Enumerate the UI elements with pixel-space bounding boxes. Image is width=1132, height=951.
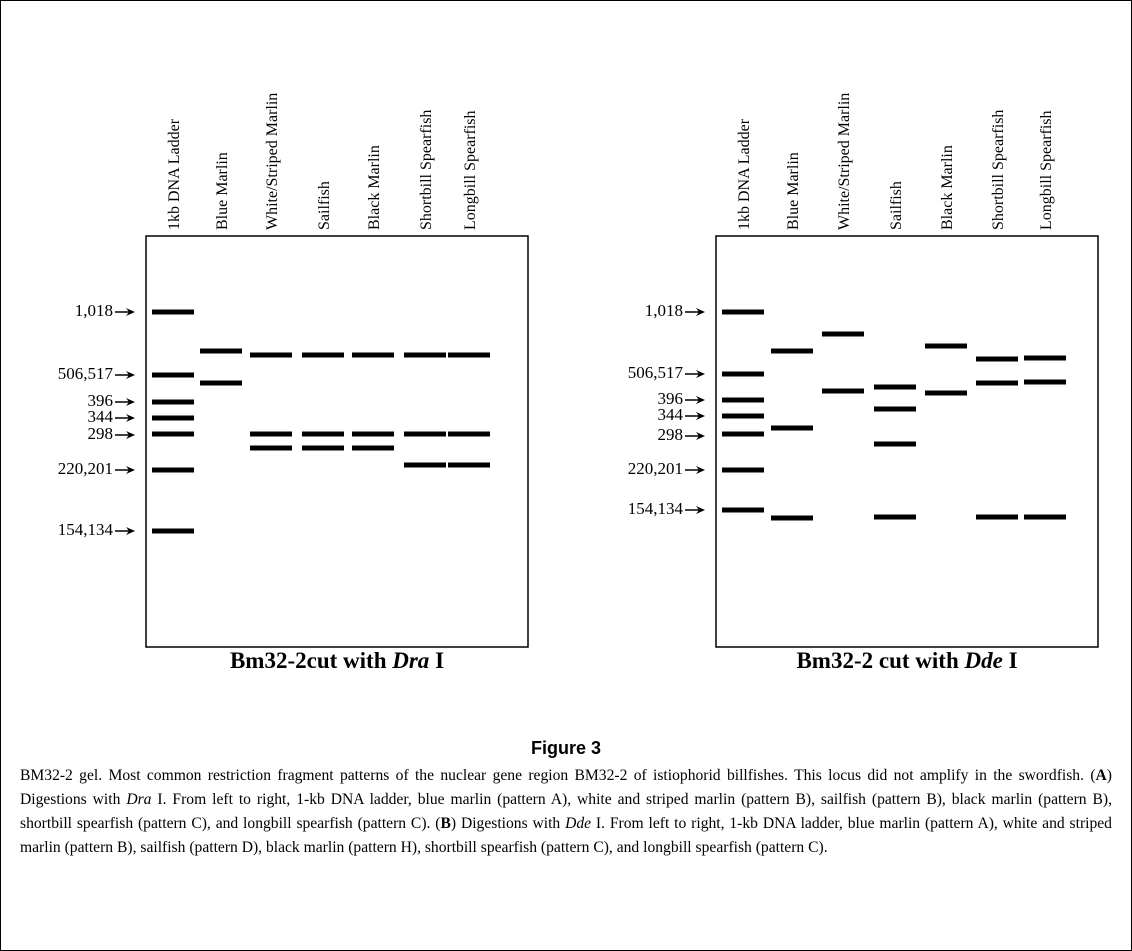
band: [352, 446, 394, 451]
marker-label: 154,134: [628, 499, 684, 518]
band: [448, 432, 490, 437]
band: [302, 446, 344, 451]
marker-label: 154,134: [58, 520, 114, 539]
band: [722, 310, 764, 315]
lane-label: Black Marlin: [366, 145, 383, 230]
title-part: Dde: [964, 648, 1003, 673]
band: [1024, 356, 1066, 361]
band: [925, 391, 967, 396]
caption-run: BM32-2 gel. Most common restriction frag…: [20, 767, 1096, 784]
band: [722, 414, 764, 419]
lane-label: Blue Marlin: [785, 152, 802, 230]
lane-label: White/Striped Marlin: [836, 93, 853, 230]
band: [874, 385, 916, 390]
title-part: Bm32-2 cut with: [796, 648, 964, 673]
lane-label: Blue Marlin: [214, 152, 231, 230]
lane-label: Sailfish: [888, 181, 905, 230]
band: [200, 349, 242, 354]
band: [352, 353, 394, 358]
band: [200, 381, 242, 386]
gels: Bm32-2cut with Dra I Bm32-2 cut with Dde…: [0, 0, 1132, 730]
band: [250, 353, 292, 358]
band: [152, 310, 194, 315]
caption-run: Dde: [565, 815, 591, 832]
marker-label: 298: [88, 424, 114, 443]
lane-label: Sailfish: [316, 181, 333, 230]
band: [874, 515, 916, 520]
band: [771, 426, 813, 431]
band: [976, 357, 1018, 362]
title-part: Bm32-2cut with: [230, 648, 392, 673]
marker-label: 1,018: [645, 301, 683, 320]
band: [822, 389, 864, 394]
band: [925, 344, 967, 349]
caption: BM32-2 gel. Most common restriction frag…: [20, 764, 1112, 860]
lane-label: Shortbill Spearfish: [418, 110, 435, 230]
caption-run: B: [440, 815, 450, 832]
band: [152, 529, 194, 534]
marker-label: 506,517: [58, 364, 114, 383]
gel-box: [146, 236, 528, 647]
band: [771, 516, 813, 521]
title-part: Dra: [391, 648, 429, 673]
title-part: I: [1003, 648, 1018, 673]
marker-label: 220,201: [58, 459, 113, 478]
band: [722, 398, 764, 403]
band: [302, 353, 344, 358]
lane-label: 1kb DNA Ladder: [166, 118, 183, 230]
lane-label: White/Striped Marlin: [264, 93, 281, 230]
marker-label: 1,018: [75, 301, 113, 320]
band: [404, 432, 446, 437]
gel-title: Bm32-2cut with Dra I: [230, 648, 444, 673]
marker-label: 506,517: [628, 363, 684, 382]
band: [250, 446, 292, 451]
caption-run: A: [1096, 767, 1107, 784]
band: [822, 332, 864, 337]
band: [722, 432, 764, 437]
lane-label: Black Marlin: [939, 145, 956, 230]
band: [152, 416, 194, 421]
lane-label: 1kb DNA Ladder: [736, 118, 753, 230]
marker-label: 344: [658, 405, 684, 424]
band: [722, 468, 764, 473]
band: [1024, 380, 1066, 385]
band: [1024, 515, 1066, 520]
band: [152, 373, 194, 378]
page: Bm32-2cut with Dra I Bm32-2 cut with Dde…: [0, 0, 1132, 951]
gel-title: Bm32-2 cut with Dde I: [796, 648, 1017, 673]
band: [976, 381, 1018, 386]
caption-run: Dra: [126, 791, 151, 808]
band: [874, 407, 916, 412]
band: [404, 353, 446, 358]
band: [352, 432, 394, 437]
figure-label: Figure 3: [0, 738, 1132, 759]
lane-label: Shortbill Spearfish: [990, 110, 1007, 230]
band: [152, 400, 194, 405]
lane-label: Longbill Spearfish: [1038, 110, 1055, 230]
band: [152, 432, 194, 437]
band: [771, 349, 813, 354]
band: [874, 442, 916, 447]
lane-label: Longbill Spearfish: [462, 110, 479, 230]
band: [404, 463, 446, 468]
band: [302, 432, 344, 437]
band: [976, 515, 1018, 520]
marker-label: 220,201: [628, 459, 683, 478]
band: [448, 353, 490, 358]
caption-run: ) Digestions with: [451, 815, 565, 832]
band: [448, 463, 490, 468]
band: [722, 372, 764, 377]
title-part: I: [429, 648, 444, 673]
band: [152, 468, 194, 473]
band: [722, 508, 764, 513]
marker-label: 298: [658, 425, 684, 444]
band: [250, 432, 292, 437]
